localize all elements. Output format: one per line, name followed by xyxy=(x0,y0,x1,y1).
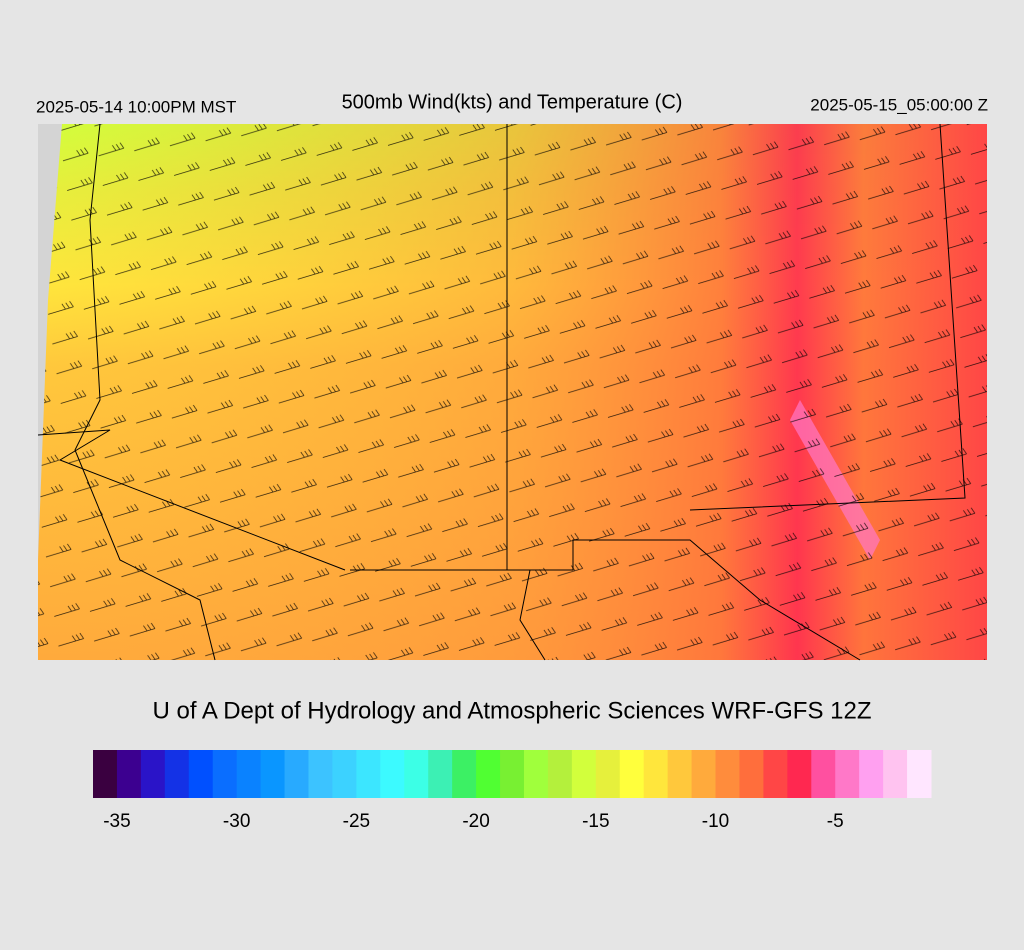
colorbar-box xyxy=(811,750,836,798)
colorbar-tick-label: -25 xyxy=(343,811,370,832)
colorbar-box xyxy=(116,750,142,798)
colorbar-tick-label: -10 xyxy=(702,811,729,832)
colorbar-box xyxy=(859,750,884,798)
credit: U of A Dept of Hydrology and Atmospheric… xyxy=(153,697,872,724)
colorbar-box xyxy=(571,750,597,798)
colorbar-tick-label: -20 xyxy=(462,811,489,832)
title: 500mb Wind(kts) and Temperature (C) xyxy=(342,91,683,113)
colorbar-box xyxy=(164,750,190,798)
colorbar-box xyxy=(595,750,621,798)
boundaries xyxy=(37,123,966,661)
colorbar-box xyxy=(356,750,381,798)
colorbar-box xyxy=(883,750,908,798)
colorbar-box xyxy=(523,750,549,798)
colorbar-box xyxy=(715,750,740,798)
colorbar-tick-label: -5 xyxy=(827,811,844,832)
colorbar-box xyxy=(308,750,333,798)
colorbar-box xyxy=(140,750,166,798)
colorbar-tick-label: -15 xyxy=(582,811,609,832)
colorbar-box xyxy=(93,750,118,798)
colorbar-tick-label: -35 xyxy=(103,811,130,832)
left-time: 2025-05-14 10:00PM MST xyxy=(36,97,236,116)
colorbar-box xyxy=(835,750,860,798)
colorbar-box xyxy=(404,750,429,798)
colorbar-box xyxy=(643,750,669,798)
colorbar-box xyxy=(476,750,501,798)
colorbar-box xyxy=(236,750,262,798)
colorbar-box xyxy=(547,750,573,798)
colorbar-box xyxy=(284,750,309,798)
wind-barbs xyxy=(38,124,987,660)
colorbar-box xyxy=(787,750,812,798)
colorbar-box xyxy=(380,750,405,798)
colorbar-box xyxy=(212,750,238,798)
colorbar-box xyxy=(691,750,717,798)
right-time: 2025-05-15_05:00:00 Z xyxy=(810,95,988,114)
colorbar-box xyxy=(619,750,645,798)
map xyxy=(37,123,987,661)
colorbar-box xyxy=(907,750,932,798)
colorbar-box xyxy=(428,750,453,798)
colorbar: -35 -30 -25 -20 -15 -10 -5 xyxy=(93,750,932,832)
colorbar-box xyxy=(500,750,525,798)
colorbar-box xyxy=(763,750,788,798)
colorbar-tick-label: -30 xyxy=(223,811,250,832)
colorbar-box xyxy=(260,750,286,798)
colorbar-box xyxy=(739,750,764,798)
colorbar-box xyxy=(667,750,693,798)
colorbar-box xyxy=(188,750,214,798)
colorbar-box xyxy=(452,750,477,798)
colorbar-box xyxy=(332,750,357,798)
